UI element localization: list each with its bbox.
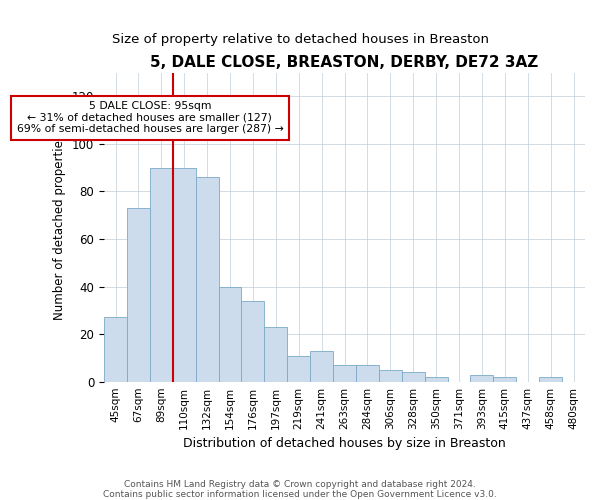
Text: Size of property relative to detached houses in Breaston: Size of property relative to detached ho… <box>112 32 488 46</box>
Bar <box>173 168 196 382</box>
Bar <box>379 370 402 382</box>
Bar <box>356 365 379 382</box>
Text: Contains HM Land Registry data © Crown copyright and database right 2024.: Contains HM Land Registry data © Crown c… <box>124 480 476 489</box>
Bar <box>127 208 150 382</box>
Bar <box>493 377 516 382</box>
Text: Contains public sector information licensed under the Open Government Licence v3: Contains public sector information licen… <box>103 490 497 499</box>
X-axis label: Distribution of detached houses by size in Breaston: Distribution of detached houses by size … <box>183 437 506 450</box>
Bar <box>150 168 173 382</box>
Bar <box>218 286 241 382</box>
Text: 5 DALE CLOSE: 95sqm
← 31% of detached houses are smaller (127)
69% of semi-detac: 5 DALE CLOSE: 95sqm ← 31% of detached ho… <box>17 101 283 134</box>
Bar <box>539 377 562 382</box>
Title: 5, DALE CLOSE, BREASTON, DERBY, DE72 3AZ: 5, DALE CLOSE, BREASTON, DERBY, DE72 3AZ <box>151 55 539 70</box>
Bar <box>470 374 493 382</box>
Y-axis label: Number of detached properties: Number of detached properties <box>53 134 67 320</box>
Bar <box>333 365 356 382</box>
Bar <box>402 372 425 382</box>
Bar <box>310 351 333 382</box>
Bar <box>265 327 287 382</box>
Bar <box>196 177 218 382</box>
Bar <box>425 377 448 382</box>
Bar <box>104 318 127 382</box>
Bar <box>287 356 310 382</box>
Bar <box>241 301 265 382</box>
